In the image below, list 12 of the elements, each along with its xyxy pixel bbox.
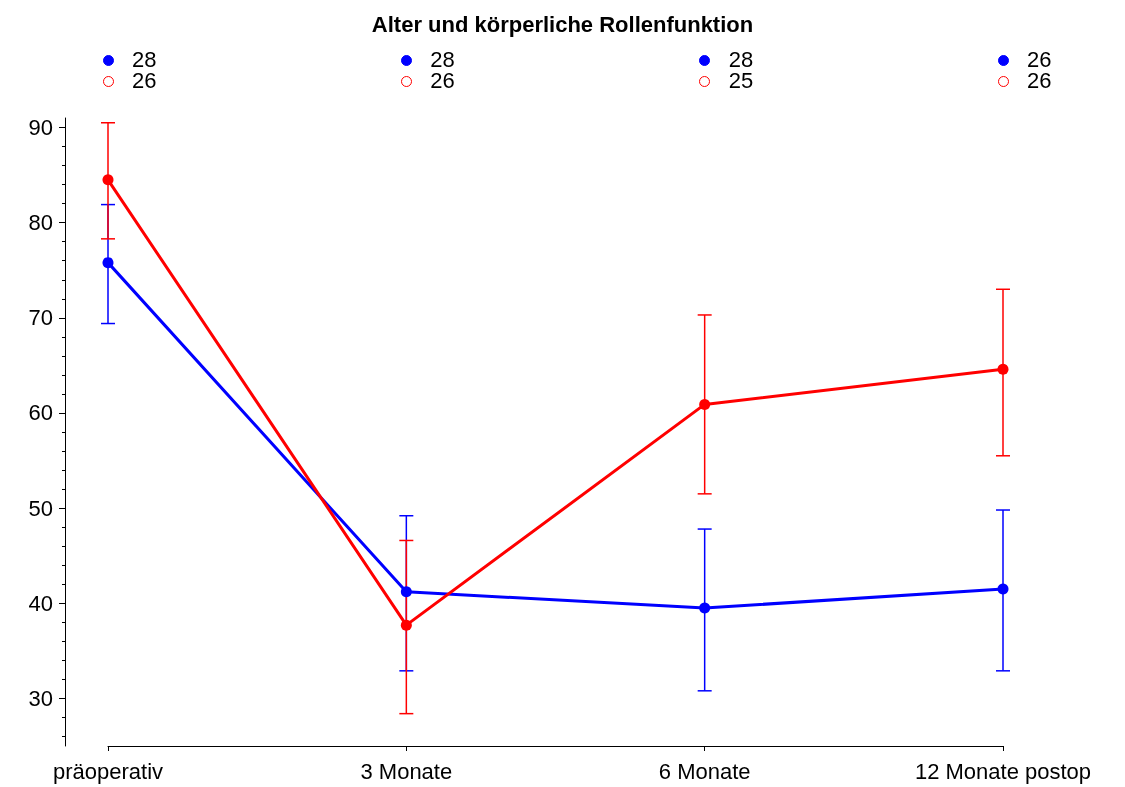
y-tick-label: 40 [28, 590, 53, 616]
x-tick-label: 6 Monate [658, 758, 751, 784]
x-tick-label: präoperativ [52, 758, 164, 784]
y-tick-label: 70 [28, 305, 53, 331]
y-tick-label: 80 [28, 210, 53, 236]
y-tick-label: 50 [28, 495, 53, 521]
x-tick-label: 3 Monate [360, 758, 453, 784]
x-tick-label: 12 Monate postop [914, 758, 1092, 784]
chart-title: Alter und körperliche Rollenfunktion [371, 11, 754, 37]
y-tick-label: 60 [28, 400, 53, 426]
y-tick-label: 30 [28, 685, 53, 711]
y-tick-label: 90 [28, 115, 53, 141]
